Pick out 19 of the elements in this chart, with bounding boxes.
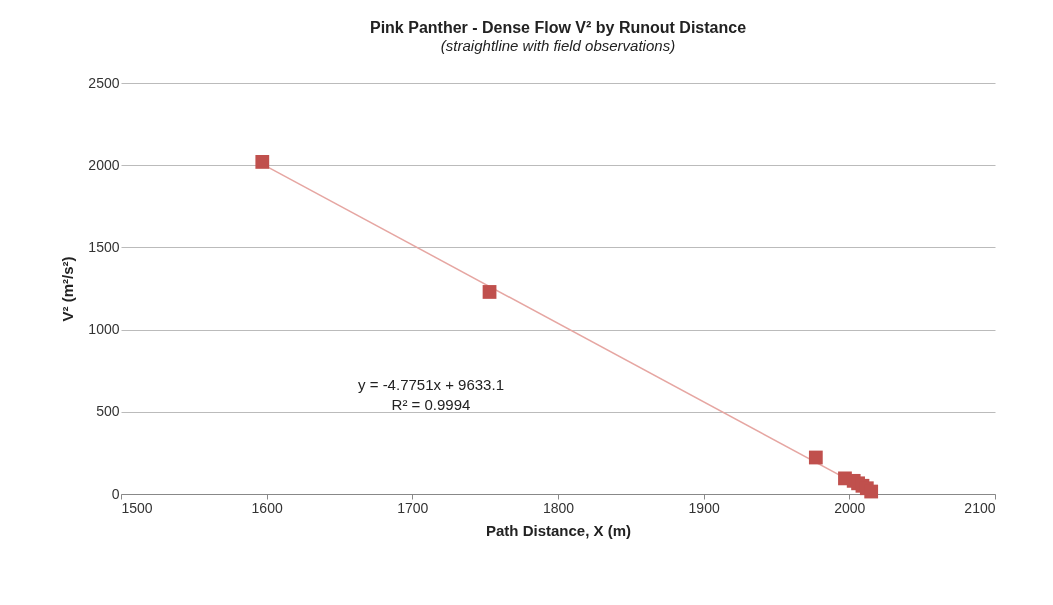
x-tick-label: 1600 bbox=[251, 499, 283, 516]
annotation: R² = 0.9994 bbox=[391, 396, 471, 413]
chart-title: Pink Panther - Dense Flow V² by Runout Distance bbox=[369, 19, 747, 36]
x-tick-label: 1700 bbox=[397, 499, 429, 516]
x-axis-title: Path Distance, X (m) bbox=[485, 521, 632, 539]
y-axis-title: V² (m²/s²) bbox=[59, 256, 77, 322]
y-tick-label: 2500 bbox=[88, 74, 120, 91]
y-tick-label: 0 bbox=[111, 485, 120, 502]
x-tick-label: 1500 bbox=[121, 499, 153, 516]
y-tick-label: 2000 bbox=[88, 156, 120, 173]
x-tick-label: 2100 bbox=[964, 499, 996, 516]
y-tick-label: 500 bbox=[96, 403, 120, 420]
y-tick-label: 1500 bbox=[88, 238, 120, 255]
y-tick-label: 1000 bbox=[88, 321, 120, 338]
x-tick-label: 1900 bbox=[688, 499, 720, 516]
x-tick-label: 1800 bbox=[542, 499, 575, 516]
x-tick-label: 2000 bbox=[834, 499, 866, 516]
chart-subtitle: (straightline with field observations) bbox=[440, 37, 676, 54]
annotation: y = -4.7751x + 9633.1 bbox=[358, 376, 504, 393]
